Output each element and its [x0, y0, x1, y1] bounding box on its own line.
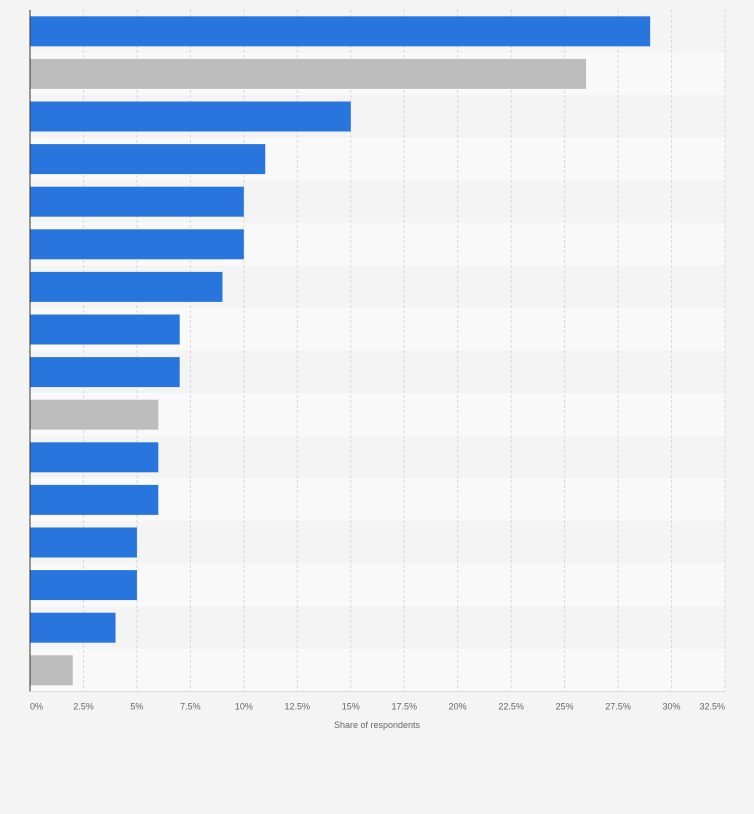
x-tick-label: 22.5% — [498, 702, 524, 712]
x-tick-label: 30% — [663, 702, 681, 712]
x-tick-label: 10% — [235, 702, 253, 712]
bar — [30, 570, 137, 601]
x-tick-label: 0% — [30, 702, 43, 712]
bar — [30, 58, 586, 89]
x-tick-label: 27.5% — [605, 702, 631, 712]
x-tick-label: 32.5% — [699, 702, 725, 712]
x-tick-label: 5% — [130, 702, 143, 712]
x-tick-label: 17.5% — [391, 702, 417, 712]
x-tick-label: 20% — [449, 702, 467, 712]
bar — [30, 484, 159, 515]
bar — [30, 655, 73, 686]
x-tick-labels: 0% 2.5% 5% 7.5% 10% 12.5% 15% 17.5% 20% 22.5% 25% 2… — [30, 702, 725, 712]
x-tick-label: 7.5% — [180, 702, 201, 712]
bar — [30, 399, 159, 430]
bar — [30, 101, 351, 132]
bar — [30, 229, 244, 260]
grid-lines — [82, 10, 726, 692]
bars — [30, 16, 651, 686]
row-band — [30, 649, 725, 692]
axes — [29, 10, 725, 693]
bar — [30, 186, 244, 217]
row-band — [30, 563, 725, 607]
bar — [30, 271, 223, 302]
bar — [30, 16, 651, 47]
x-tick-label: 2.5% — [73, 702, 94, 712]
x-axis-label: Share of respondents — [334, 720, 421, 730]
x-tick-label: 15% — [342, 702, 360, 712]
bar — [30, 527, 137, 558]
bar — [30, 144, 266, 175]
bar — [30, 612, 116, 643]
x-tick-label: 12.5% — [285, 702, 311, 712]
row-band — [30, 606, 725, 649]
bar — [30, 314, 180, 345]
bar — [30, 442, 159, 473]
bar — [30, 357, 180, 388]
row-band — [30, 521, 725, 564]
x-tick-label: 25% — [556, 702, 574, 712]
